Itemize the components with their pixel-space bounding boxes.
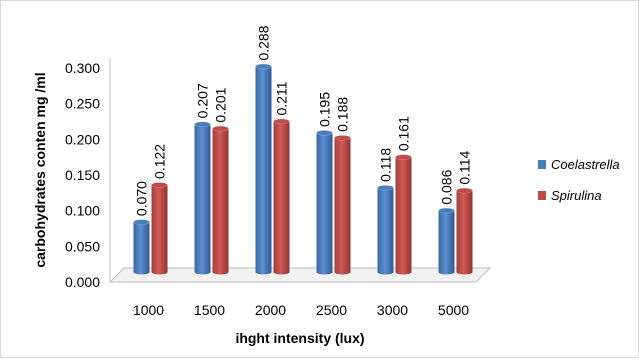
legend-label-coelastrella: Coelastrella [551, 157, 620, 172]
bar-coelastrella-5000 [438, 207, 455, 275]
data-label-spirulina-5000: 0.114 [457, 150, 473, 184]
x-tick-label: 2500 [316, 302, 347, 318]
bar-top [133, 219, 150, 225]
bar-bottom [273, 269, 290, 275]
data-label-coelastrella-1000: 0.070 [134, 181, 150, 216]
legend-label-spirulina: Spirulina [551, 188, 602, 203]
bar-body [456, 190, 473, 272]
bar-bottom [438, 269, 455, 275]
data-label-spirulina-1000: 0.122 [152, 144, 168, 179]
bar-top [273, 118, 290, 125]
data-label-coelastrella-2500: 0.195 [317, 92, 333, 127]
bar-bottom [151, 269, 168, 275]
bar-coelastrella-2500 [316, 130, 333, 275]
bar-top [334, 135, 351, 141]
bar-body [316, 132, 333, 272]
bar-body [255, 66, 272, 272]
bar-top [212, 125, 229, 132]
bar-bottom [456, 269, 473, 275]
data-label-coelastrella-2000: 0.288 [256, 25, 272, 60]
legend-swatch-spirulina [538, 191, 546, 200]
x-tick-label: 1000 [133, 302, 164, 318]
bar-spirulina-1500 [212, 125, 229, 275]
bar-spirulina-2500 [334, 135, 351, 275]
bar-body [133, 222, 150, 272]
bar-body [334, 137, 351, 272]
y-tick-labels: 0.000 0.050 0.100 0.150 0.200 0.250 0.300 [65, 60, 100, 290]
data-label-spirulina-1500: 0.201 [213, 87, 229, 122]
bar-top [316, 130, 333, 136]
bar-body [212, 128, 229, 272]
y-tick-label: 0.300 [65, 60, 100, 76]
bar-bottom [194, 269, 211, 275]
data-label-coelastrella-5000: 0.086 [439, 169, 455, 204]
bar-bottom [133, 269, 150, 275]
bar-bottom [212, 269, 229, 275]
bar-bottom [334, 269, 351, 275]
y-tick-label: 0.100 [65, 203, 100, 219]
data-label-spirulina-2500: 0.188 [335, 97, 351, 132]
data-label-spirulina-3000: 0.161 [396, 116, 412, 151]
bar-spirulina-5000 [456, 187, 473, 275]
bar-body [151, 184, 168, 272]
bar-top [255, 63, 272, 70]
bar-top [438, 207, 455, 214]
bar-coelastrella-2000 [255, 63, 272, 275]
legend-swatch-coelastrella [538, 160, 546, 169]
bar-spirulina-3000 [395, 154, 412, 275]
legend: Coelastrella Spirulina [538, 157, 620, 203]
bar-body [395, 157, 412, 272]
x-tick-label: 1500 [194, 302, 225, 318]
data-label-coelastrella-1500: 0.207 [195, 83, 211, 118]
x-tick-label: 2000 [255, 302, 286, 318]
data-label-spirulina-2000: 0.211 [274, 81, 290, 115]
bar-body [273, 121, 290, 272]
bar-bottom [255, 269, 272, 275]
bar-bottom [377, 269, 394, 275]
bar-top [456, 187, 473, 194]
y-tick-label: 0.050 [65, 238, 100, 254]
y-tick-label: 0.250 [65, 96, 100, 112]
bar-bottom [395, 269, 412, 275]
x-axis-title: ihght intensity (lux) [235, 330, 364, 346]
y-tick-label: 0.000 [65, 274, 100, 290]
y-axis-title: carbohydrates conten mg /ml [32, 72, 48, 267]
bar-body [438, 210, 455, 272]
bars [133, 63, 473, 275]
bar-top [194, 121, 211, 128]
x-tick-label: 3000 [377, 302, 408, 318]
bar-bottom [316, 269, 333, 275]
bar-body [377, 187, 394, 272]
bar-top [395, 154, 412, 160]
data-label-coelastrella-3000: 0.118 [378, 148, 394, 182]
bar-body [194, 124, 211, 272]
x-tick-label: 5000 [438, 302, 469, 318]
y-tick-label: 0.150 [65, 167, 100, 183]
bar-coelastrella-3000 [377, 185, 394, 275]
y-tick-label: 0.200 [65, 131, 100, 147]
bar-spirulina-2000 [273, 118, 290, 275]
bar-top [151, 182, 168, 188]
bar-spirulina-1000 [151, 182, 168, 275]
bar-coelastrella-1000 [133, 219, 150, 275]
bar-top [377, 185, 394, 191]
x-tick-labels: 1000 1500 2000 2500 3000 5000 [133, 302, 469, 318]
bar-coelastrella-1500 [194, 121, 211, 275]
